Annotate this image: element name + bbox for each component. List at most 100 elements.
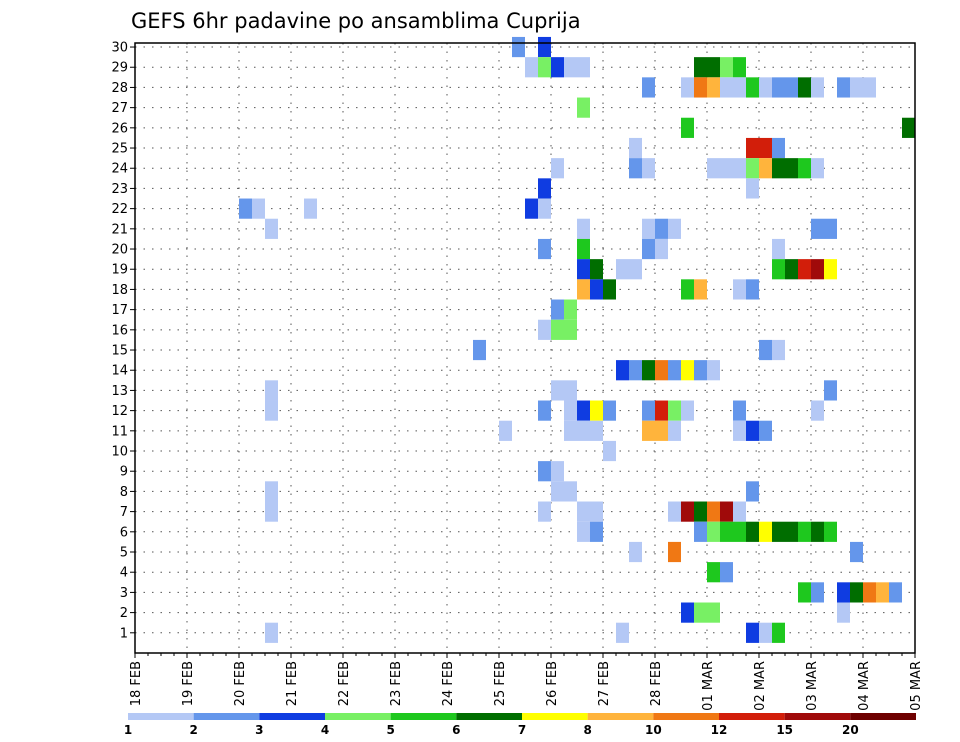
heatmap-cell bbox=[525, 57, 538, 78]
heatmap-cell bbox=[642, 238, 655, 260]
y-tick-label: 1 bbox=[120, 626, 128, 641]
heatmap-cell bbox=[824, 380, 837, 401]
heatmap-cell bbox=[837, 602, 850, 623]
heatmap-cell bbox=[538, 178, 551, 199]
y-tick-label: 30 bbox=[111, 41, 128, 56]
heatmap-cell bbox=[746, 420, 759, 441]
heatmap-cell bbox=[798, 259, 811, 280]
colorbar-label: 4 bbox=[321, 723, 329, 737]
x-tick-label: 26 FEB bbox=[545, 661, 560, 706]
heatmap-cell bbox=[798, 158, 811, 179]
heatmap-cell bbox=[577, 97, 590, 118]
heatmap-cell bbox=[824, 218, 837, 239]
heatmap-cell bbox=[577, 501, 590, 522]
heatmap-cell bbox=[577, 57, 590, 78]
heatmap-cell bbox=[772, 259, 785, 280]
heatmap-cell bbox=[785, 521, 798, 542]
x-tick-label: 03 MAR bbox=[805, 661, 820, 711]
heatmap-cell bbox=[538, 57, 551, 78]
heatmap-cell bbox=[265, 481, 278, 502]
heatmap-cell bbox=[239, 198, 252, 219]
heatmap-cell bbox=[538, 501, 551, 522]
y-tick-label: 15 bbox=[111, 344, 128, 359]
heatmap-cell bbox=[590, 501, 603, 522]
heatmap-cell bbox=[655, 400, 668, 421]
heatmap-cell bbox=[564, 299, 577, 320]
y-tick-label: 19 bbox=[111, 263, 128, 278]
heatmap-cell bbox=[629, 158, 642, 179]
heatmap-cell bbox=[733, 521, 746, 542]
heatmap-cell bbox=[772, 137, 785, 159]
heatmap-cell bbox=[876, 582, 889, 603]
heatmap-cell bbox=[746, 77, 759, 98]
y-tick-label: 9 bbox=[120, 465, 128, 480]
heatmap-cell bbox=[746, 521, 759, 542]
y-tick-label: 10 bbox=[111, 445, 128, 460]
heatmap-cell bbox=[642, 77, 655, 98]
heatmap-cell bbox=[863, 77, 876, 98]
y-tick-label: 2 bbox=[120, 606, 128, 621]
heatmap-cell bbox=[811, 400, 824, 421]
heatmap-cell bbox=[564, 420, 577, 441]
y-tick-label: 23 bbox=[111, 182, 128, 197]
heatmap-cell bbox=[551, 481, 564, 502]
heatmap-cell bbox=[707, 562, 720, 583]
heatmap-cell bbox=[824, 259, 837, 280]
x-tick-label: 23 FEB bbox=[389, 661, 404, 706]
heatmap-cell bbox=[681, 501, 694, 522]
y-tick-label: 13 bbox=[111, 384, 128, 399]
colorbar-label: 15 bbox=[776, 723, 793, 737]
heatmap-cell bbox=[837, 77, 850, 98]
heatmap-cell bbox=[681, 400, 694, 421]
heatmap-cell bbox=[603, 440, 616, 462]
heatmap-cell bbox=[733, 501, 746, 522]
heatmap-cell bbox=[564, 380, 577, 401]
heatmap-cell bbox=[551, 57, 564, 78]
heatmap-cell bbox=[733, 400, 746, 421]
heatmap-cell bbox=[616, 259, 629, 280]
colorbar-label: 5 bbox=[386, 723, 394, 737]
heatmap-cell bbox=[655, 360, 668, 381]
heatmap-cell bbox=[798, 521, 811, 542]
heatmap-cell bbox=[772, 622, 785, 643]
heatmap-cell bbox=[694, 279, 707, 300]
heatmap-cell bbox=[577, 279, 590, 300]
y-tick-label: 28 bbox=[111, 81, 128, 96]
heatmap-cell bbox=[629, 137, 642, 159]
heatmap-cell bbox=[733, 279, 746, 300]
heatmap-cell bbox=[525, 198, 538, 219]
heatmap-cell bbox=[902, 117, 915, 138]
heatmap-cell bbox=[590, 279, 603, 300]
y-tick-label: 20 bbox=[111, 243, 128, 258]
colorbar-swatch bbox=[390, 713, 457, 720]
heatmap-cell bbox=[707, 158, 720, 179]
y-tick-label: 17 bbox=[111, 303, 128, 318]
heatmap-cell bbox=[265, 218, 278, 239]
heatmap-cell bbox=[538, 400, 551, 421]
y-tick-label: 29 bbox=[111, 61, 128, 76]
heatmap-cell bbox=[733, 158, 746, 179]
colorbar-legend: 1 2 3 4 5 6 7 8 10 12 15 20 bbox=[124, 713, 916, 737]
y-tick-label: 11 bbox=[111, 424, 128, 439]
heatmap-cell bbox=[759, 158, 772, 179]
heatmap-cell bbox=[733, 57, 746, 78]
heatmap-cell bbox=[837, 582, 850, 603]
y-tick-label: 26 bbox=[111, 121, 128, 136]
colorbar-swatch bbox=[784, 713, 851, 720]
heatmap-cell bbox=[668, 541, 681, 563]
heatmap-cell bbox=[772, 238, 785, 260]
heatmap-cell bbox=[668, 420, 681, 441]
heatmap-cell bbox=[512, 36, 525, 58]
heatmap-cell bbox=[538, 461, 551, 482]
heatmap-cell bbox=[772, 521, 785, 542]
heatmap-cell bbox=[551, 158, 564, 179]
y-tick-label: 14 bbox=[111, 364, 128, 379]
heatmap-cell bbox=[590, 259, 603, 280]
heatmap-cell bbox=[668, 400, 681, 421]
heatmap-cell bbox=[707, 77, 720, 98]
colorbar-swatch bbox=[719, 713, 785, 720]
heatmap-cell bbox=[538, 319, 551, 340]
colorbar-swatch bbox=[193, 713, 260, 720]
heatmap-cell bbox=[772, 77, 785, 98]
